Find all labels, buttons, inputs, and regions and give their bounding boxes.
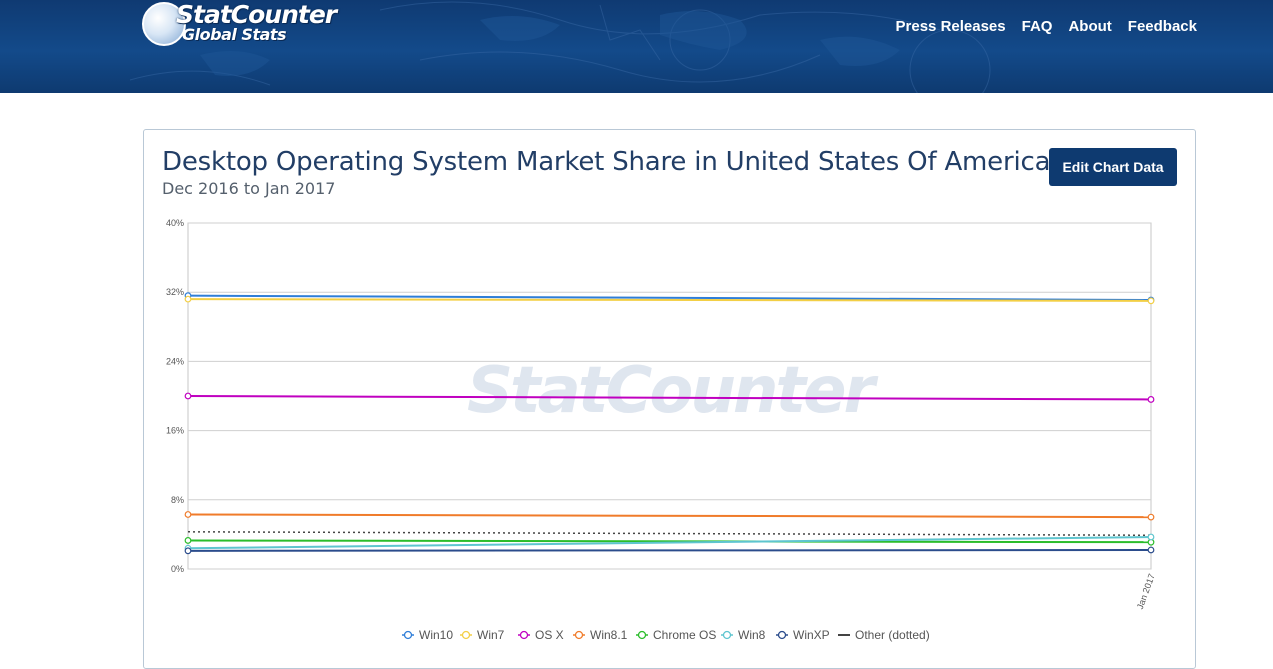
- globe-icon: [142, 2, 186, 46]
- series-line-chrome-os: [187, 539, 1152, 544]
- series-line-other-dotted-: [187, 531, 1152, 537]
- y-tick-label: 8%: [171, 495, 184, 505]
- y-tick-label: 32%: [166, 287, 184, 297]
- legend-marker-win7: [461, 630, 471, 640]
- logo-subtitle: Global Stats: [182, 25, 287, 44]
- legend-marker-win10: [403, 630, 413, 640]
- legend-item-other-dotted-[interactable]: Other (dotted): [855, 628, 930, 642]
- legend-marker-winxp: [777, 630, 787, 640]
- data-point-win8-1: [1147, 513, 1155, 521]
- legend-item-os-x[interactable]: OS X: [535, 628, 564, 642]
- data-point-winxp: [1147, 546, 1155, 554]
- series-line-os-x: [187, 395, 1152, 401]
- y-tick-label: 0%: [171, 564, 184, 574]
- y-tick-label: 40%: [166, 218, 184, 228]
- data-point-os-x: [1147, 396, 1155, 403]
- data-point-win8: [1147, 533, 1155, 541]
- chart-title: Desktop Operating System Market Share in…: [162, 147, 1051, 177]
- x-tick-label: Jan 2017: [1135, 572, 1157, 610]
- data-point-win7: [184, 295, 192, 303]
- series-line-win8-1: [187, 513, 1152, 519]
- site-header: StatCounter Global Stats Press Releases …: [0, 0, 1273, 93]
- statcounter-logo[interactable]: StatCounter Global Stats: [142, 0, 372, 50]
- series-line-win7: [187, 298, 1152, 302]
- legend-item-win8-1[interactable]: Win8.1: [590, 628, 628, 642]
- nav-feedback[interactable]: Feedback: [1127, 18, 1197, 35]
- legend-item-chrome-os[interactable]: Chrome OS: [653, 628, 716, 642]
- statcounter-watermark: StatCounter: [467, 354, 879, 428]
- series-line-win8: [187, 535, 1152, 550]
- legend-marker-chrome-os: [637, 630, 647, 640]
- chart-card: Desktop Operating System Market Share in…: [143, 129, 1196, 669]
- legend-marker-win8: [722, 630, 732, 640]
- y-tick-label: 16%: [166, 426, 184, 436]
- data-point-win8-1: [184, 511, 192, 518]
- nav-press-releases[interactable]: Press Releases: [895, 18, 1006, 35]
- legend-item-win10[interactable]: Win10: [419, 628, 453, 642]
- logo-brand: StatCounter: [176, 0, 337, 29]
- series-line-winxp: [187, 548, 1152, 552]
- edit-chart-data-button[interactable]: Edit Chart Data: [1049, 148, 1177, 186]
- data-point-win7: [1147, 297, 1155, 305]
- legend-marker-win8-1: [574, 630, 584, 640]
- data-point-os-x: [184, 392, 192, 400]
- line-chart: 0% 8% 16% 24% 32% 40% StatCounter Jan 2017 Win10…: [166, 218, 1157, 642]
- legend-item-winxp[interactable]: WinXP: [793, 628, 830, 642]
- series-line-win10: [187, 294, 1152, 301]
- legend-item-win7[interactable]: Win7: [477, 628, 505, 642]
- world-map-background: [129, 1, 991, 93]
- data-point-chrome-os: [184, 537, 192, 544]
- legend-marker-os-x: [519, 630, 529, 640]
- nav-faq[interactable]: FAQ: [1021, 18, 1053, 35]
- top-nav: Press Releases FAQ About Feedback: [896, 18, 1197, 35]
- y-tick-label: 24%: [166, 356, 184, 366]
- chart-date-range: Dec 2016 to Jan 2017: [162, 179, 336, 198]
- data-point-winxp: [184, 547, 192, 555]
- legend-item-win8[interactable]: Win8: [738, 628, 766, 642]
- nav-about[interactable]: About: [1068, 18, 1112, 35]
